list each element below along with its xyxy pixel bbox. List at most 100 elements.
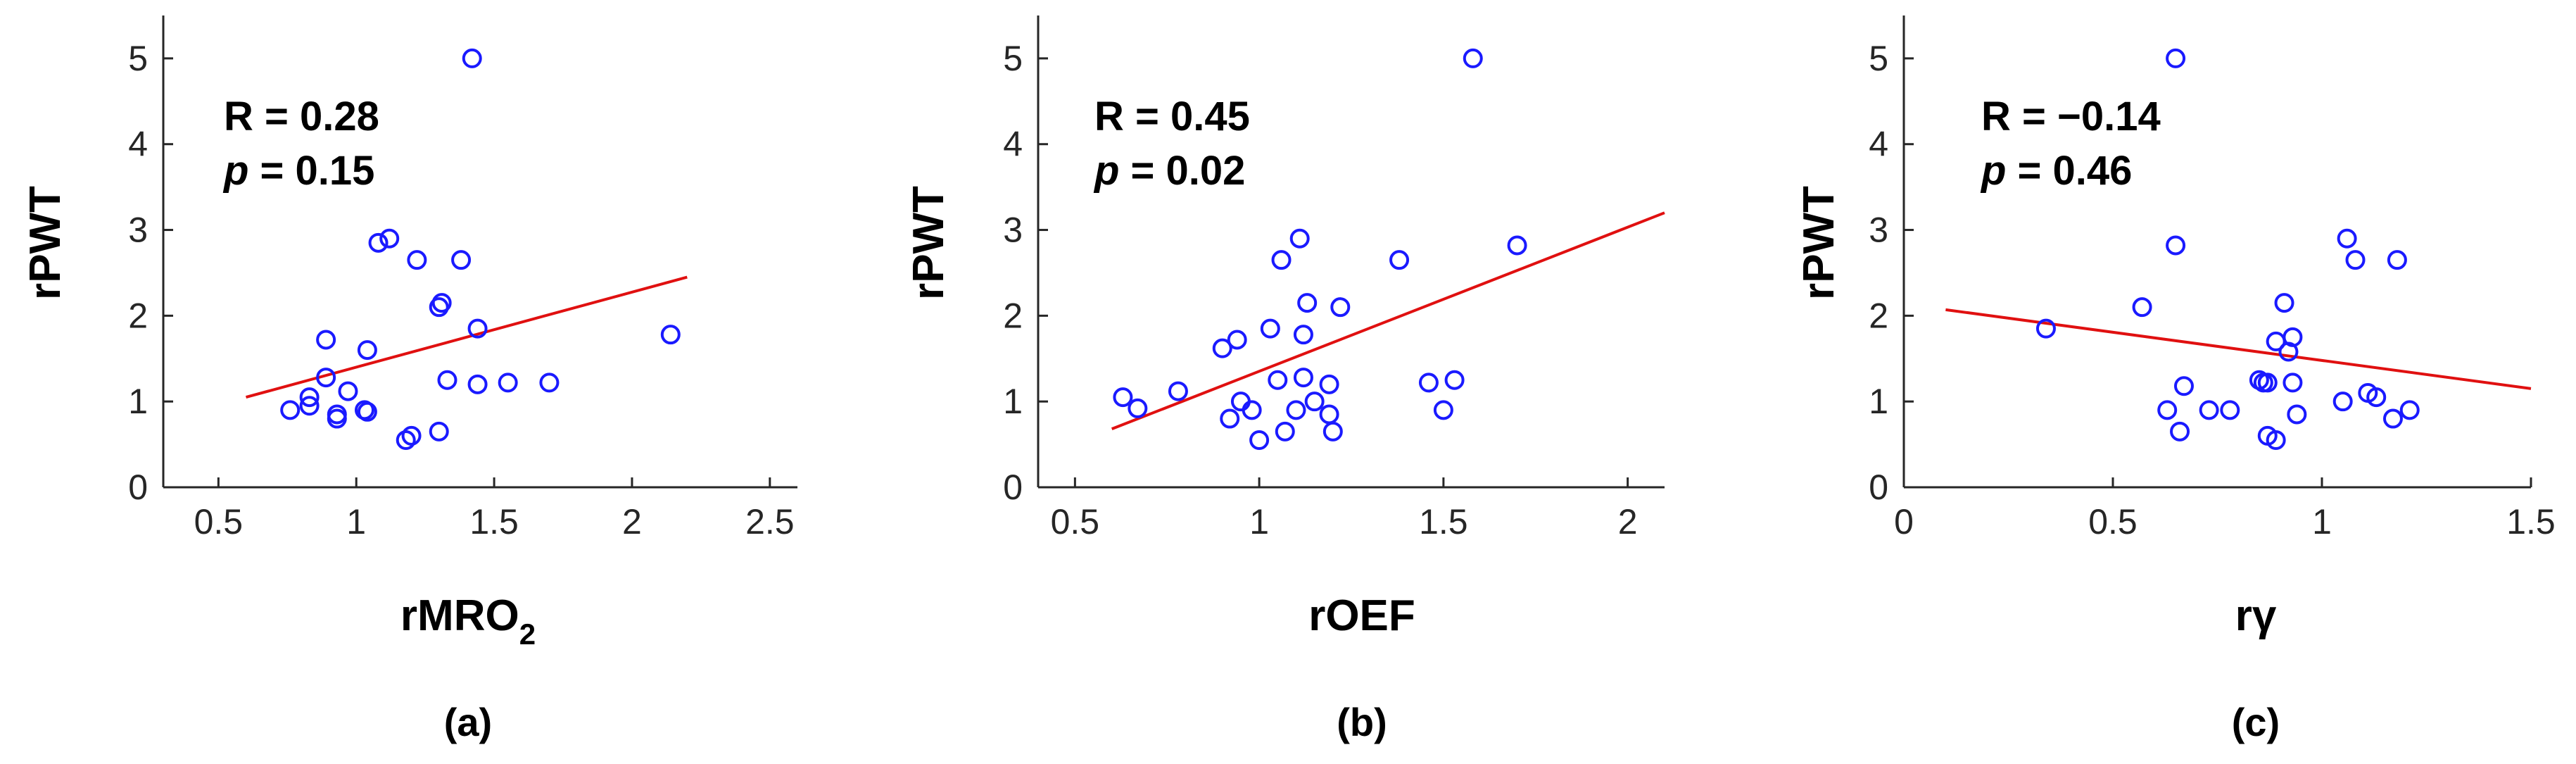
data-point [1286, 400, 1306, 420]
y-tick-label: 1 [128, 382, 148, 421]
data-point [2345, 250, 2366, 270]
x-tick-label: 2 [622, 502, 642, 541]
data-point [451, 250, 472, 270]
data-point [401, 425, 422, 446]
data-point [299, 387, 320, 408]
panel-label: (b) [1337, 700, 1387, 744]
y-tick-label: 0 [1869, 468, 1888, 507]
x-tick-label: 0.5 [2088, 502, 2138, 541]
data-point [2387, 250, 2407, 270]
panel-label: (a) [444, 700, 492, 744]
panel-label: (c) [2232, 700, 2280, 744]
data-point [660, 325, 681, 345]
y-tick-label: 1 [1003, 382, 1023, 421]
data-point [1242, 400, 1262, 420]
data-point [1304, 392, 1325, 412]
data-point [316, 368, 336, 388]
p-value-annotation: p = 0.15 [222, 148, 374, 194]
data-point [1268, 370, 1288, 390]
data-point [280, 400, 301, 420]
data-point [1319, 374, 1339, 394]
data-point [1433, 400, 1453, 420]
y-tick-label: 1 [1869, 382, 1888, 421]
data-point [2337, 228, 2357, 249]
data-point [1275, 421, 1295, 442]
p-value-annotation: p = 0.46 [1980, 148, 2132, 194]
data-point [1330, 297, 1351, 318]
x-tick-label: 0 [1894, 502, 1914, 541]
data-point [2399, 400, 2420, 420]
data-point [498, 372, 518, 393]
data-point [1212, 338, 1232, 358]
data-point [316, 330, 336, 350]
data-point [2132, 297, 2152, 318]
data-point [2035, 318, 2056, 339]
y-tick-label: 2 [128, 296, 148, 335]
data-point [1227, 330, 1247, 350]
x-tick-label: 0.5 [1051, 502, 1100, 541]
x-tick-label: 1 [1249, 502, 1269, 541]
data-point [2166, 235, 2186, 256]
data-point [1319, 404, 1339, 425]
y-tick-label: 3 [1869, 211, 1888, 250]
data-point [2332, 392, 2353, 412]
x-tick-label: 1 [346, 502, 366, 541]
data-point [1249, 430, 1270, 450]
y-tick-label: 2 [1003, 296, 1023, 335]
panel-c: rPWT R = −0.14 p = 0.46 rγ (c) 0 0.5 1 1.5 0… [1795, 15, 2556, 744]
x-axis-label: rMRO2 [400, 591, 536, 651]
regression-line [245, 275, 688, 399]
data-point [2287, 404, 2307, 425]
regression-line [1111, 211, 1665, 431]
r-value-annotation: R = 0.45 [1094, 94, 1250, 139]
data-point [299, 396, 320, 416]
data-point [2170, 421, 2190, 442]
data-point [1230, 392, 1251, 412]
data-point [1128, 398, 1148, 418]
data-point [357, 401, 377, 422]
data-point [2274, 293, 2294, 313]
data-point [2157, 400, 2178, 420]
y-tick-label: 4 [1869, 125, 1888, 164]
data-point [1271, 250, 1292, 270]
panel-a: rPWT R = 0.28 p = 0.15 rMRO2 (a) 0.5 1 1.5… [21, 15, 797, 744]
data-point [2173, 376, 2194, 396]
x-tick-label: 0.5 [194, 502, 244, 541]
data-point [2257, 372, 2278, 393]
y-tick-label: 3 [1003, 211, 1023, 250]
data-point [1444, 370, 1465, 390]
data-point [1389, 250, 1410, 270]
regression-line [1945, 308, 2532, 390]
data-point [1113, 387, 1133, 408]
data-point [1463, 48, 1483, 68]
y-tick-label: 0 [1003, 468, 1023, 507]
y-tick-label: 4 [1003, 125, 1023, 164]
data-point [1293, 325, 1313, 345]
data-point [1220, 408, 1240, 429]
data-point [2199, 400, 2219, 420]
x-tick-label: 1.5 [1419, 502, 1468, 541]
data-point [539, 372, 560, 393]
data-point [1168, 381, 1188, 401]
data-point [437, 370, 457, 390]
y-tick-label: 2 [1869, 296, 1888, 335]
y-tick-label: 3 [128, 211, 148, 250]
x-tick-label: 2 [1618, 502, 1638, 541]
x-tick-label: 1 [2312, 502, 2332, 541]
data-point [379, 228, 400, 249]
data-point [368, 232, 389, 253]
y-tick-label: 5 [1003, 39, 1023, 78]
data-point [2366, 387, 2387, 408]
data-point [357, 340, 377, 361]
data-point [467, 374, 488, 394]
y-tick-label: 4 [128, 125, 148, 164]
data-point [2220, 400, 2240, 420]
y-tick-label: 0 [128, 468, 148, 507]
data-point [462, 48, 482, 68]
data-point [2283, 372, 2303, 393]
data-point [2382, 408, 2403, 429]
x-axis-label: rOEF [1308, 591, 1415, 640]
data-point [338, 381, 358, 401]
data-point [1322, 421, 1343, 442]
data-point [1293, 368, 1313, 388]
